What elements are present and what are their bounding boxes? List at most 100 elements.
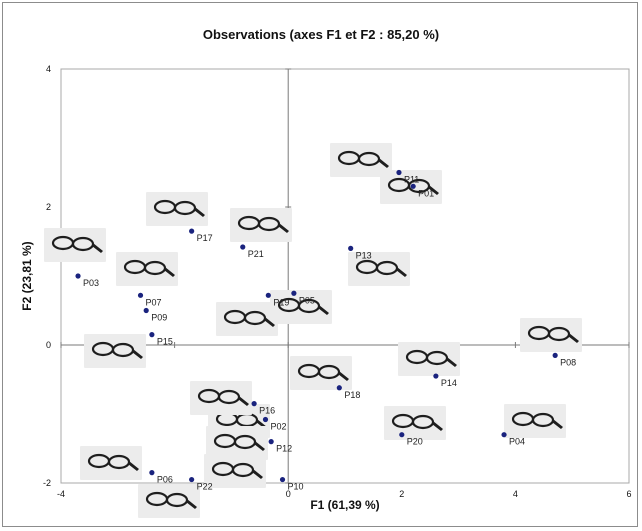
points-layer: P01 P02 P03 P04 P05 P06 P07 P08 P09 P10 P11 P12 P13 P… xyxy=(75,169,576,492)
point-label: P13 xyxy=(356,250,372,260)
y-tick-label: 2 xyxy=(46,202,51,212)
point-label: P07 xyxy=(146,297,162,307)
point-label: P19 xyxy=(273,297,289,307)
data-point xyxy=(279,476,286,483)
point-label: P18 xyxy=(344,390,360,400)
data-point xyxy=(268,439,274,445)
data-point xyxy=(240,244,246,250)
glasses-temple xyxy=(132,349,143,359)
data-point xyxy=(189,228,195,234)
glasses-p07 xyxy=(116,252,178,286)
glasses-p22 xyxy=(138,484,200,518)
glasses-temple xyxy=(278,223,289,233)
glasses-p04 xyxy=(504,404,566,438)
point-label: P02 xyxy=(270,422,286,432)
glasses-temple xyxy=(92,243,103,253)
y-axis-title: F2 (23,81 %) xyxy=(20,241,34,310)
x-tick-label: 0 xyxy=(286,489,291,499)
point-label: P17 xyxy=(197,233,213,243)
point-label: P10 xyxy=(288,482,304,492)
glasses-p15 xyxy=(84,334,146,368)
y-tick-label: 4 xyxy=(46,64,51,74)
glasses-temple xyxy=(252,469,263,479)
glasses-p13 xyxy=(348,252,410,286)
x-tick-label: 6 xyxy=(626,489,631,499)
glasses-temple xyxy=(428,185,439,195)
glasses-p05 xyxy=(270,290,332,324)
data-point xyxy=(189,476,195,483)
data-point xyxy=(251,401,257,407)
point-label: P04 xyxy=(509,437,525,447)
data-point xyxy=(291,290,297,296)
data-point xyxy=(143,307,149,314)
chart-frame: Observations (axes F1 et F2 : 85,20 %) -… xyxy=(2,2,638,527)
x-tick-label: 2 xyxy=(399,489,404,499)
point-label: P12 xyxy=(276,444,292,454)
data-point xyxy=(336,385,342,391)
point-label: P16 xyxy=(259,406,275,416)
point-label: P14 xyxy=(441,378,457,388)
glasses-temple xyxy=(568,333,579,343)
data-point xyxy=(149,470,155,476)
data-point xyxy=(399,432,405,438)
point-label: P21 xyxy=(248,249,264,259)
point-label: P22 xyxy=(197,482,213,492)
glasses-temple xyxy=(378,158,389,168)
glasses-p21 xyxy=(230,208,292,242)
glasses-temple xyxy=(254,441,265,451)
x-tick-label: -4 xyxy=(57,489,65,499)
data-point xyxy=(348,245,354,251)
data-point xyxy=(262,416,269,423)
glasses-p14 xyxy=(398,342,460,376)
plot-area xyxy=(60,68,630,484)
glasses-p10 xyxy=(204,454,266,488)
data-point xyxy=(75,273,81,279)
glasses-p20 xyxy=(384,406,446,440)
point-label: P01 xyxy=(418,188,434,198)
glasses-temple xyxy=(238,396,249,406)
glasses-temple xyxy=(194,207,205,217)
glasses-temple xyxy=(432,421,443,431)
data-point xyxy=(433,373,439,379)
glasses-p16 xyxy=(190,381,252,415)
glasses-temple xyxy=(264,317,275,327)
glasses-p11 xyxy=(330,143,392,177)
x-tick-label: 4 xyxy=(513,489,518,499)
data-point xyxy=(149,332,155,338)
glasses-temple xyxy=(338,371,349,381)
point-label: P05 xyxy=(299,295,315,305)
glasses-p19 xyxy=(216,302,278,336)
point-label: P08 xyxy=(560,357,576,367)
data-point xyxy=(501,432,507,438)
glasses-temple xyxy=(552,419,563,429)
glasses-temple xyxy=(128,461,139,471)
glasses-temple xyxy=(396,267,407,277)
data-point xyxy=(552,352,558,358)
data-point xyxy=(396,169,402,176)
scatter-chart: Observations (axes F1 et F2 : 85,20 %) -… xyxy=(20,27,632,518)
chart-title: Observations (axes F1 et F2 : 85,20 %) xyxy=(203,27,439,42)
glasses-p03 xyxy=(44,228,106,262)
data-point xyxy=(137,292,144,298)
point-label: P20 xyxy=(407,437,423,447)
point-label: P15 xyxy=(157,337,173,347)
glasses-p17 xyxy=(146,192,208,226)
glasses-p18 xyxy=(290,356,352,390)
point-label: P09 xyxy=(151,313,167,323)
data-point xyxy=(265,292,271,298)
y-tick-label: -2 xyxy=(43,478,51,488)
point-label: P03 xyxy=(83,278,99,288)
glasses-temple xyxy=(318,305,329,315)
glasses-p12 xyxy=(206,426,268,460)
y-tick-label: 0 xyxy=(46,340,51,350)
glasses-temple xyxy=(446,357,457,367)
point-label: P06 xyxy=(157,475,173,485)
glasses-p06 xyxy=(80,446,142,480)
x-axis-title: F1 (61,39 %) xyxy=(310,498,379,512)
data-point xyxy=(410,183,416,189)
glasses-p08 xyxy=(520,318,582,352)
point-label: P11 xyxy=(404,175,419,185)
glasses-temple xyxy=(186,499,197,509)
glasses-layer xyxy=(44,143,582,518)
glasses-temple xyxy=(164,267,175,277)
